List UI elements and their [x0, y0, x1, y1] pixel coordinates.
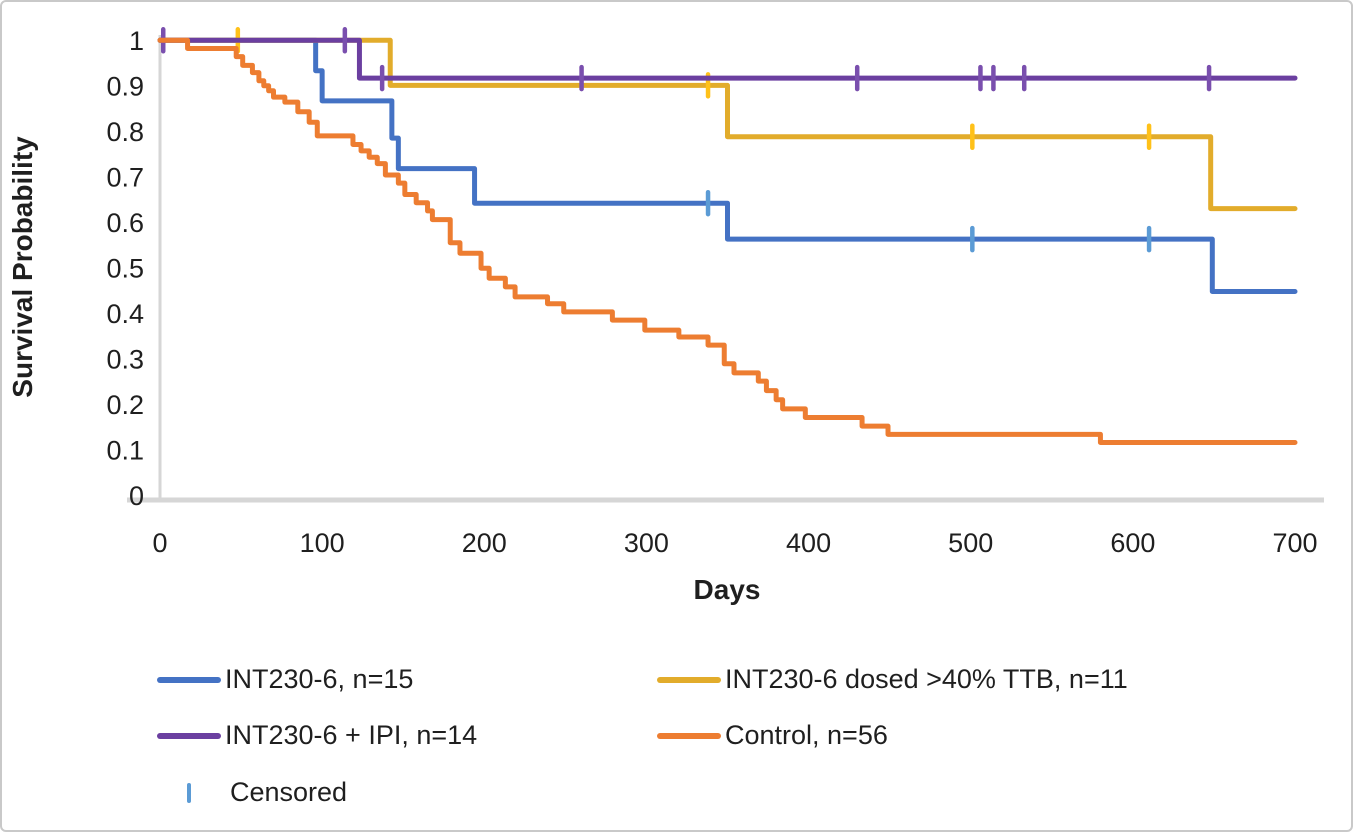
y-tick-label: 0.5 — [106, 253, 144, 283]
legend-line-int230-6-dosed-40ttb — [657, 676, 721, 683]
legend-line-int230-6-ipi — [157, 732, 221, 739]
y-tick-label: 0.2 — [106, 390, 144, 420]
legend-label-int230-6: INT230-6, n=15 — [225, 664, 414, 694]
x-tick-label: 400 — [786, 528, 831, 558]
y-tick-label: 1 — [129, 26, 144, 56]
y-tick-label: 0.7 — [106, 162, 144, 192]
series-layer — [157, 27, 1298, 446]
legend-label-censored: Censored — [230, 777, 348, 807]
x-tick-label: 100 — [300, 528, 345, 558]
series-line-int230-6 — [157, 37, 1298, 294]
legend-label-control: Control, n=56 — [725, 720, 888, 750]
x-tick-label: 300 — [624, 528, 669, 558]
tick-labels: 1 0.9 0.8 0.7 0.6 0.5 0.4 0.3 0.2 0.1 00 100 200 300 4… — [106, 26, 1317, 558]
y-tick-label: 0.4 — [106, 299, 144, 329]
y-tick-label: 0.6 — [106, 208, 144, 238]
legend-label-int230-6-dosed-40ttb: INT230-6 dosed >40% TTB, n=11 — [725, 664, 1128, 694]
legend-line-control — [657, 732, 721, 739]
legend-item-int230-6-dosed-40ttb: INT230-6 dosed >40% TTB, n=11 — [657, 664, 1128, 695]
censored-tick-marker — [187, 782, 191, 803]
y-tick-label: 0.9 — [106, 71, 144, 101]
x-tick-label: 500 — [948, 528, 993, 558]
series-line-control — [157, 37, 1298, 446]
x-axis-title: Days — [694, 574, 761, 605]
legend-line-int230-6 — [157, 676, 221, 683]
y-tick-label: 0 — [129, 481, 144, 511]
x-tick-label: 0 — [152, 528, 167, 558]
y-tick-label: 0.8 — [106, 117, 144, 147]
x-tick-label: 700 — [1272, 528, 1317, 558]
x-tick-label: 200 — [462, 528, 507, 558]
legend-item-int230-6-ipi: INT230-6 + IPI, n=14 — [157, 720, 477, 751]
y-tick-label: 0.3 — [106, 344, 144, 374]
series-line-int230-6-dosed-40ttb — [157, 37, 1298, 212]
legend-item-censored: Censored — [157, 777, 347, 808]
legend-label-int230-6-ipi: INT230-6 + IPI, n=14 — [225, 720, 478, 750]
y-axis-title: Survival Probability — [7, 136, 38, 398]
series-line-int230-6-ipi — [157, 37, 1298, 81]
y-tick-label: 0.1 — [106, 435, 144, 465]
legend-item-control: Control, n=56 — [657, 720, 888, 751]
x-tick-label: 600 — [1110, 528, 1155, 558]
legend-item-int230-6: INT230-6, n=15 — [157, 664, 413, 695]
